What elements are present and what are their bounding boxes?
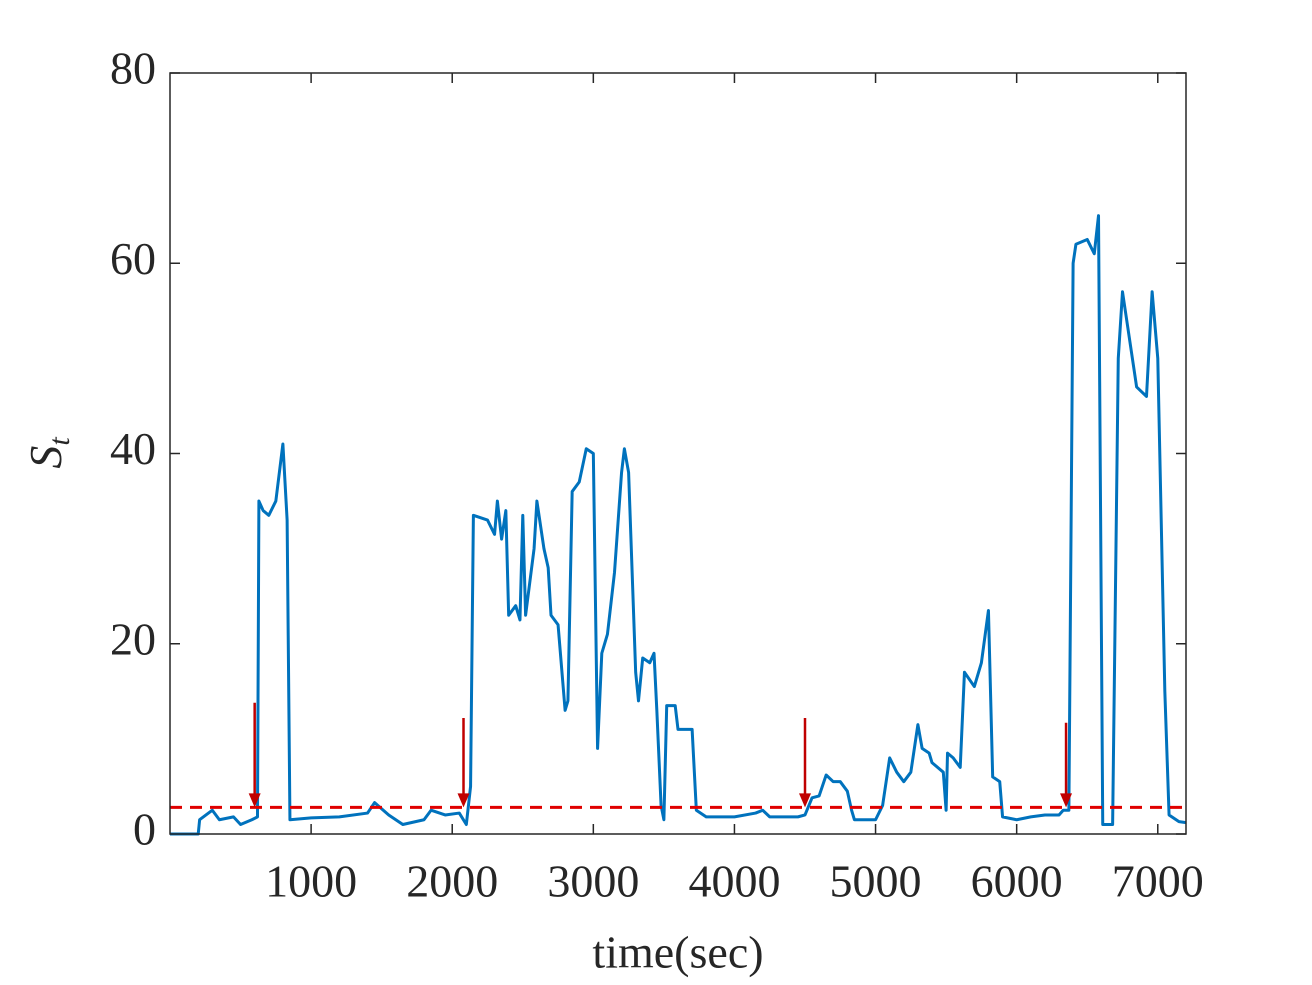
y-tick-label: 20: [110, 613, 156, 664]
y-label-main: S: [20, 446, 71, 469]
arrow-head: [248, 793, 261, 808]
y-axis-label: St: [20, 437, 76, 469]
plot-frame: [169, 72, 1187, 835]
arrow-head: [1060, 793, 1073, 808]
x-tick-label: 1000: [265, 856, 357, 907]
arrow-head: [457, 793, 470, 808]
y-tick-label: 60: [110, 233, 156, 284]
x-tick-label: 2000: [406, 856, 498, 907]
x-axis-label: time(sec): [592, 927, 763, 978]
y-label-sub: t: [43, 437, 76, 446]
y-tick-label: 40: [110, 423, 156, 474]
x-tick-label: 5000: [830, 856, 922, 907]
x-tick-label: 4000: [688, 856, 780, 907]
x-tick-label: 7000: [1112, 856, 1204, 907]
x-tick-label: 6000: [971, 856, 1063, 907]
y-tick-label: 80: [110, 43, 156, 94]
arrow-head: [799, 793, 811, 808]
data-line: [170, 214, 1187, 836]
y-tick-label: 0: [133, 804, 156, 855]
x-tick-label: 3000: [547, 856, 639, 907]
